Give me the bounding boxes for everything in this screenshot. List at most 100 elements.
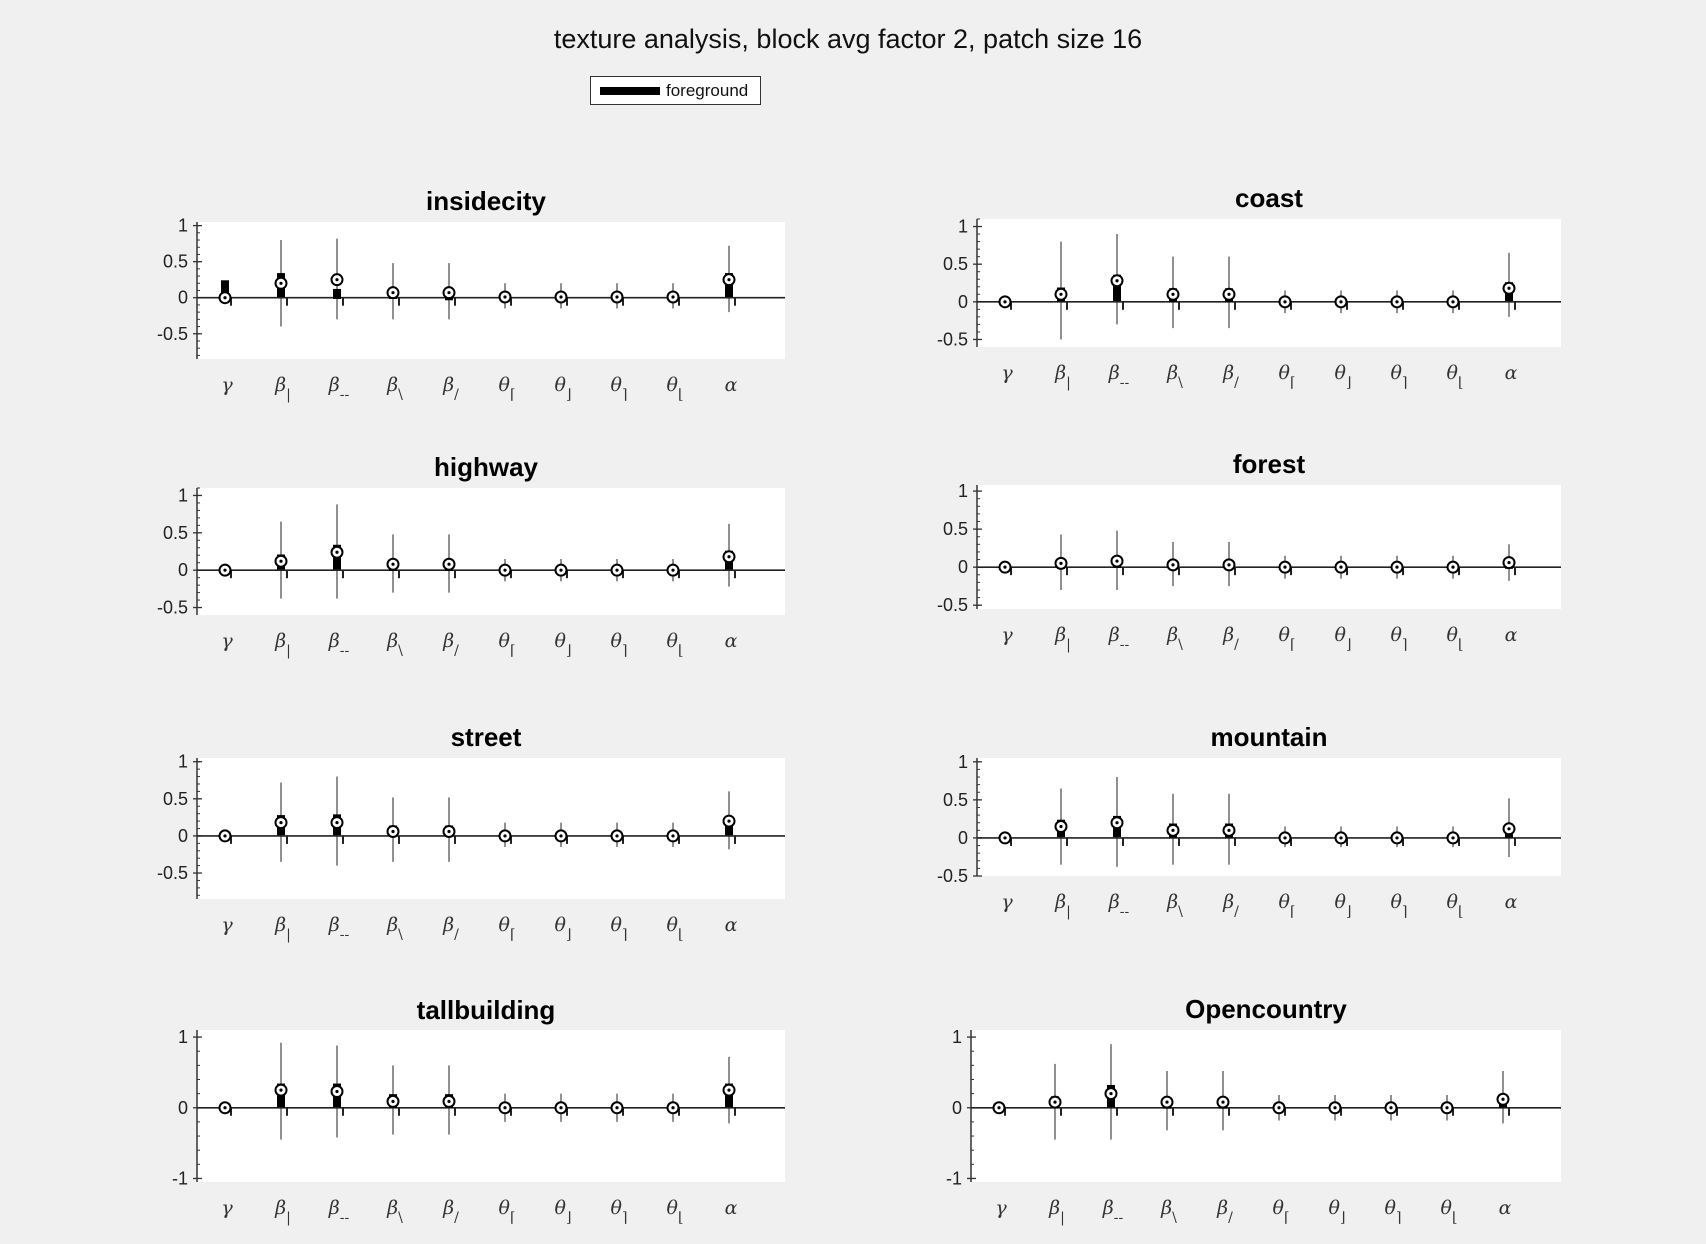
mean-marker-dot [391, 291, 395, 295]
x-tick-label: θ⌋ [1335, 362, 1352, 391]
subplot-title: tallbuilding [417, 995, 556, 1025]
x-tick-label: θ⌊ [1447, 891, 1464, 920]
mean-marker-dot [503, 834, 507, 838]
mean-marker-dot [1395, 836, 1399, 840]
x-tick-label: β-- [328, 374, 350, 403]
mean-marker-dot [559, 295, 563, 299]
mean-marker-dot [1395, 565, 1399, 569]
plot-area [971, 1030, 1561, 1182]
subplot-opencountry: Opencountry 1 0 -1 γ β| β-- β\ β/θ⌈ θ⌋ θ⌉ θ⌊ α [946, 994, 1561, 1226]
y-tick-label: 0 [952, 1098, 962, 1118]
y-tick-label: 1 [958, 752, 968, 772]
x-tick-label: γ [1001, 891, 1013, 913]
y-tick-label: -1 [172, 1168, 188, 1188]
x-tick-label: γ [221, 914, 233, 936]
mean-marker-dot [223, 568, 227, 572]
x-tick-label: β| [1054, 891, 1071, 920]
subplot-title: highway [434, 452, 539, 482]
y-tick-label: 1 [178, 1027, 188, 1047]
mean-marker-dot [615, 1106, 619, 1110]
y-tick-label: 0 [958, 557, 968, 577]
subplot-mountain: mountain 1 0.5 0 -0.5 γ β| β-- β\ β/θ⌈ θ⌋ θ⌉ θ⌊ α [937, 722, 1561, 920]
mean-marker-dot [1507, 286, 1511, 290]
x-tick-label: θ⌋ [555, 1197, 572, 1226]
mean-marker-dot [1451, 300, 1455, 304]
mean-marker-dot [1445, 1106, 1449, 1110]
mean-marker-dot [447, 291, 451, 295]
subplot-tallbuilding: tallbuilding 1 0 -1 γ β| β-- β\ β/θ⌈ θ⌋ θ⌉ θ⌊ α [172, 995, 785, 1226]
y-tick-label: -0.5 [157, 324, 188, 344]
x-tick-label: β/ [1216, 1197, 1233, 1226]
y-tick-label: 0 [178, 288, 188, 308]
x-tick-label: α [725, 630, 738, 652]
plot-area [197, 222, 785, 359]
mean-marker-dot [1059, 824, 1063, 829]
x-tick-label: α [1505, 624, 1518, 646]
subplot-title: mountain [1211, 722, 1328, 752]
mean-marker-dot [1277, 1106, 1281, 1110]
mean-marker-dot [223, 834, 227, 838]
x-tick-label: β-- [1108, 624, 1130, 653]
y-tick-label: -0.5 [937, 866, 968, 886]
subplot-title: street [451, 722, 522, 752]
mean-marker-dot [727, 555, 731, 559]
subplot-title: insidecity [426, 186, 546, 216]
mean-marker-dot [1115, 279, 1119, 283]
mean-marker-dot [1227, 828, 1231, 832]
x-tick-label: β/ [1222, 362, 1239, 391]
x-tick-label: γ [221, 1197, 233, 1219]
mean-marker-dot [1171, 828, 1175, 832]
mean-marker-dot [279, 559, 283, 563]
mean-marker-dot [447, 1099, 451, 1104]
x-tick-label: θ⌈ [1279, 891, 1296, 920]
plot-area [197, 758, 785, 899]
mean-marker-dot [671, 1106, 675, 1110]
y-tick-label: 0 [178, 1098, 188, 1118]
x-tick-label: θ⌉ [1391, 891, 1408, 920]
foreground-marker [1113, 274, 1121, 302]
legend-label: foreground [666, 80, 749, 100]
subplot-highway: highway 1 0.5 0 -0.5 γ β| β-- β\ β/θ⌈ θ⌋ θ⌉ θ⌊ α [157, 452, 785, 659]
x-tick-label: θ⌊ [1447, 362, 1464, 391]
y-tick-label: 0.5 [943, 254, 968, 274]
x-tick-label: β-- [1102, 1197, 1124, 1226]
x-tick-label: θ⌋ [1335, 624, 1352, 653]
plot-area [977, 758, 1561, 876]
x-tick-label: θ⌈ [499, 374, 516, 403]
mean-marker-dot [335, 820, 339, 825]
subplot-street: street 1 0.5 0 -0.5 γ β| β-- β\ β/θ⌈ θ⌋ θ⌉ θ⌊ α [157, 722, 785, 943]
mean-marker-dot [503, 295, 507, 299]
x-tick-label: θ⌉ [611, 374, 628, 403]
mean-marker-dot [391, 829, 395, 834]
x-tick-label: β\ [1166, 624, 1183, 653]
y-tick-label: 0 [178, 560, 188, 580]
x-tick-label: β-- [328, 1197, 350, 1226]
x-tick-label: β| [274, 374, 291, 403]
x-tick-label: γ [1001, 624, 1013, 646]
subplot-forest: forest 1 0.5 0 -0.5 γ β| β-- β\ β/θ⌈ θ⌋ θ⌉ θ⌊ α [937, 449, 1561, 653]
mean-marker-dot [1171, 563, 1175, 567]
y-tick-label: 0.5 [163, 252, 188, 272]
mean-marker-dot [559, 568, 563, 572]
x-tick-label: θ⌉ [1385, 1197, 1402, 1226]
legend: foreground [590, 76, 761, 105]
mean-marker-dot [1115, 821, 1119, 825]
mean-marker-dot [1283, 300, 1287, 304]
x-tick-label: β/ [442, 630, 459, 659]
x-tick-label: α [725, 374, 738, 396]
mean-marker-dot [1507, 827, 1511, 831]
x-tick-label: θ⌊ [1447, 624, 1464, 653]
plot-area [197, 1030, 785, 1182]
y-tick-label: 0.5 [943, 790, 968, 810]
x-tick-label: θ⌈ [1279, 624, 1296, 653]
x-tick-label: α [1499, 1197, 1512, 1219]
mean-marker-dot [1339, 836, 1343, 840]
y-tick-label: -0.5 [157, 863, 188, 883]
mean-marker-dot [559, 834, 563, 838]
x-tick-label: β| [274, 1197, 291, 1226]
mean-marker-dot [1059, 561, 1063, 565]
x-tick-label: θ⌊ [667, 374, 684, 403]
mean-marker-dot [671, 568, 675, 572]
mean-marker-dot [1339, 565, 1343, 569]
